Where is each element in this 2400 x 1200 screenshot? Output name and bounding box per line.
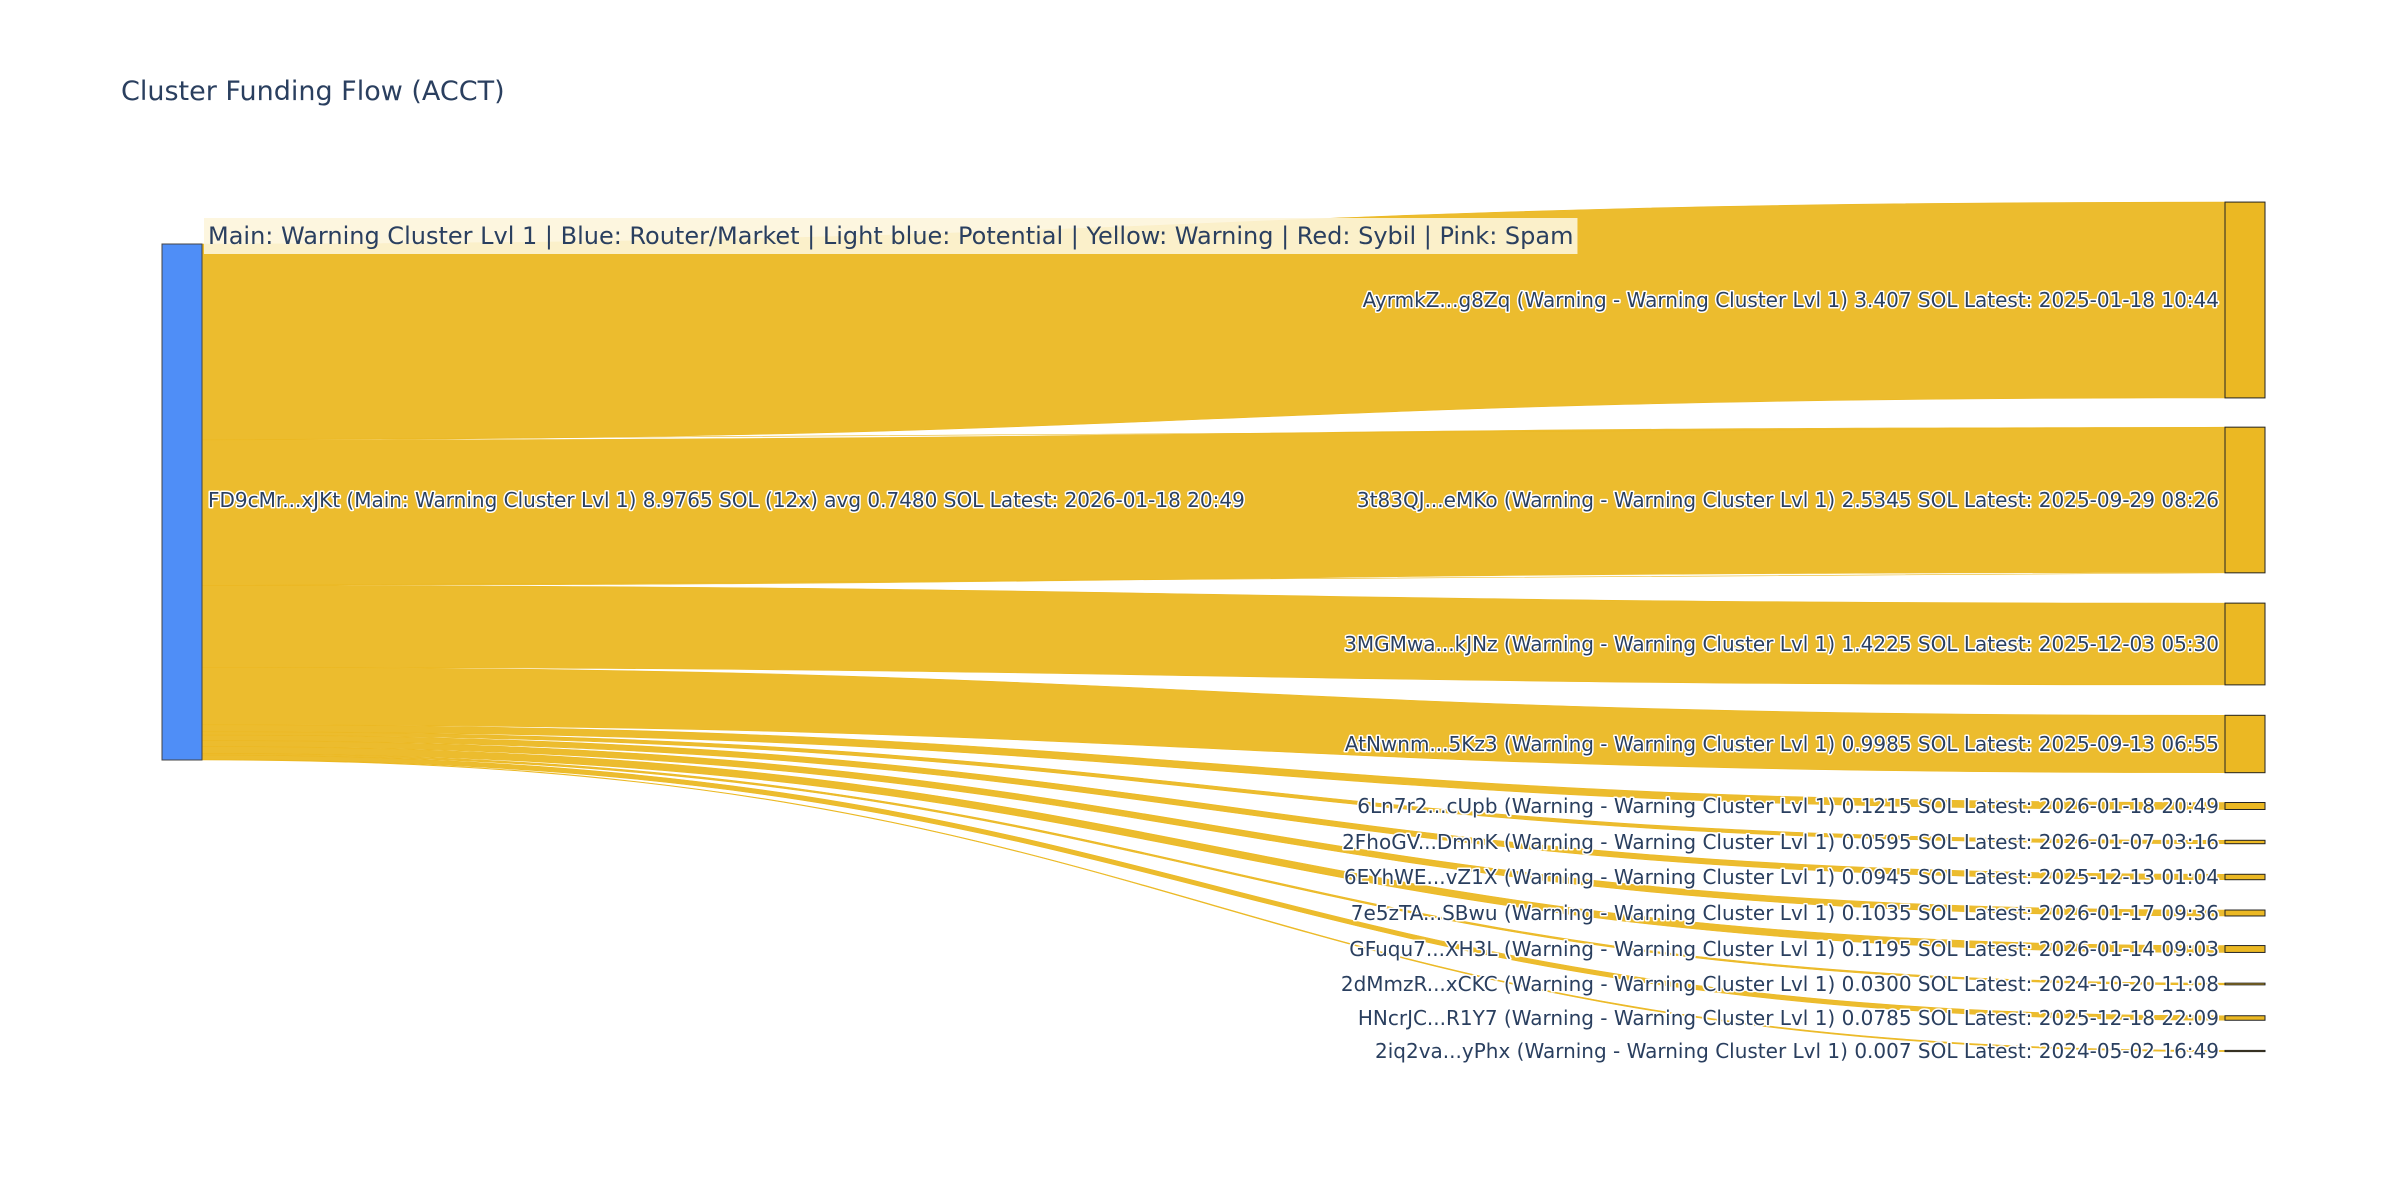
target-label-halo-7: 6EYhWE...vZ1X (Warning - Warning Cluster… (1344, 865, 2219, 889)
target-label-7: 6EYhWE...vZ1X (Warning - Warning Cluster… (1344, 865, 2219, 889)
target-label-3: 3MGMwa...kJNz (Warning - Warning Cluster… (1344, 632, 2219, 656)
target-label-8: 7e5zTA...SBwu (Warning - Warning Cluster… (1351, 901, 2219, 925)
sankey-labels: AyrmkZ...g8Zq (Warning - Warning Cluster… (207, 287, 2221, 1065)
target-node-4[interactable] (2224, 714, 2266, 774)
source-node[interactable] (161, 243, 203, 761)
target-label-halo-11: HNcrJC...R1Y7 (Warning - Warning Cluster… (1358, 1006, 2219, 1030)
target-label-halo-3: 3MGMwa...kJNz (Warning - Warning Cluster… (1344, 632, 2219, 656)
target-label-1: AyrmkZ...g8Zq (Warning - Warning Cluster… (1363, 288, 2219, 312)
target-node-3[interactable] (2224, 602, 2266, 686)
target-label-4: AtNwnm...5Kz3 (Warning - Warning Cluster… (1345, 732, 2219, 756)
target-label-halo-5: 6Ln7r2...cUpb (Warning - Warning Cluster… (1357, 794, 2219, 818)
sankey-links (201, 201, 2226, 1052)
legend-annotation-text: Main: Warning Cluster Lvl 1 | Blue: Rout… (208, 222, 1573, 250)
target-label-halo-6: 2FhoGV...DmnK (Warning - Warning Cluster… (1342, 830, 2219, 854)
target-label-12: 2iq2va...yPhx (Warning - Warning Cluster… (1375, 1039, 2219, 1063)
target-label-halo-12: 2iq2va...yPhx (Warning - Warning Cluster… (1375, 1039, 2219, 1063)
source-label-halo: FD9cMr...xJKt (Main: Warning Cluster Lvl… (208, 488, 1245, 512)
target-label-halo-2: 3t83QJ...eMKo (Warning - Warning Cluster… (1357, 488, 2219, 512)
chart-title: Cluster Funding Flow (ACCT) (121, 76, 505, 107)
target-label-9: GFuqu7...XH3L (Warning - Warning Cluster… (1349, 937, 2219, 961)
target-label-halo-1: AyrmkZ...g8Zq (Warning - Warning Cluster… (1363, 288, 2219, 312)
source-label: FD9cMr...xJKt (Main: Warning Cluster Lvl… (208, 488, 1245, 512)
target-node-10[interactable] (2224, 982, 2266, 986)
legend-annotation: Main: Warning Cluster Lvl 1 | Blue: Rout… (204, 218, 1578, 254)
target-label-11: HNcrJC...R1Y7 (Warning - Warning Cluster… (1358, 1006, 2219, 1030)
target-label-2: 3t83QJ...eMKo (Warning - Warning Cluster… (1357, 488, 2219, 512)
target-node-2[interactable] (2224, 426, 2266, 574)
target-node-5[interactable] (2224, 802, 2266, 810)
target-node-9[interactable] (2224, 945, 2266, 953)
target-label-halo-4: AtNwnm...5Kz3 (Warning - Warning Cluster… (1345, 732, 2219, 756)
target-node-11[interactable] (2224, 1015, 2266, 1021)
target-node-1[interactable] (2224, 201, 2266, 399)
legend-annotation-background (204, 218, 1578, 254)
target-label-6: 2FhoGV...DmnK (Warning - Warning Cluster… (1342, 830, 2219, 854)
target-node-12[interactable] (2224, 1049, 2266, 1053)
target-label-halo-9: GFuqu7...XH3L (Warning - Warning Cluster… (1349, 937, 2219, 961)
target-label-halo-10: 2dMmzR...xCKC (Warning - Warning Cluster… (1341, 972, 2219, 996)
target-label-10: 2dMmzR...xCKC (Warning - Warning Cluster… (1341, 972, 2219, 996)
sankey-nodes (161, 201, 2266, 1053)
target-label-5: 6Ln7r2...cUpb (Warning - Warning Cluster… (1357, 794, 2219, 818)
target-label-halo-8: 7e5zTA...SBwu (Warning - Warning Cluster… (1351, 901, 2219, 925)
target-node-6[interactable] (2224, 839, 2266, 845)
target-node-8[interactable] (2224, 909, 2266, 917)
target-node-7[interactable] (2224, 873, 2266, 881)
